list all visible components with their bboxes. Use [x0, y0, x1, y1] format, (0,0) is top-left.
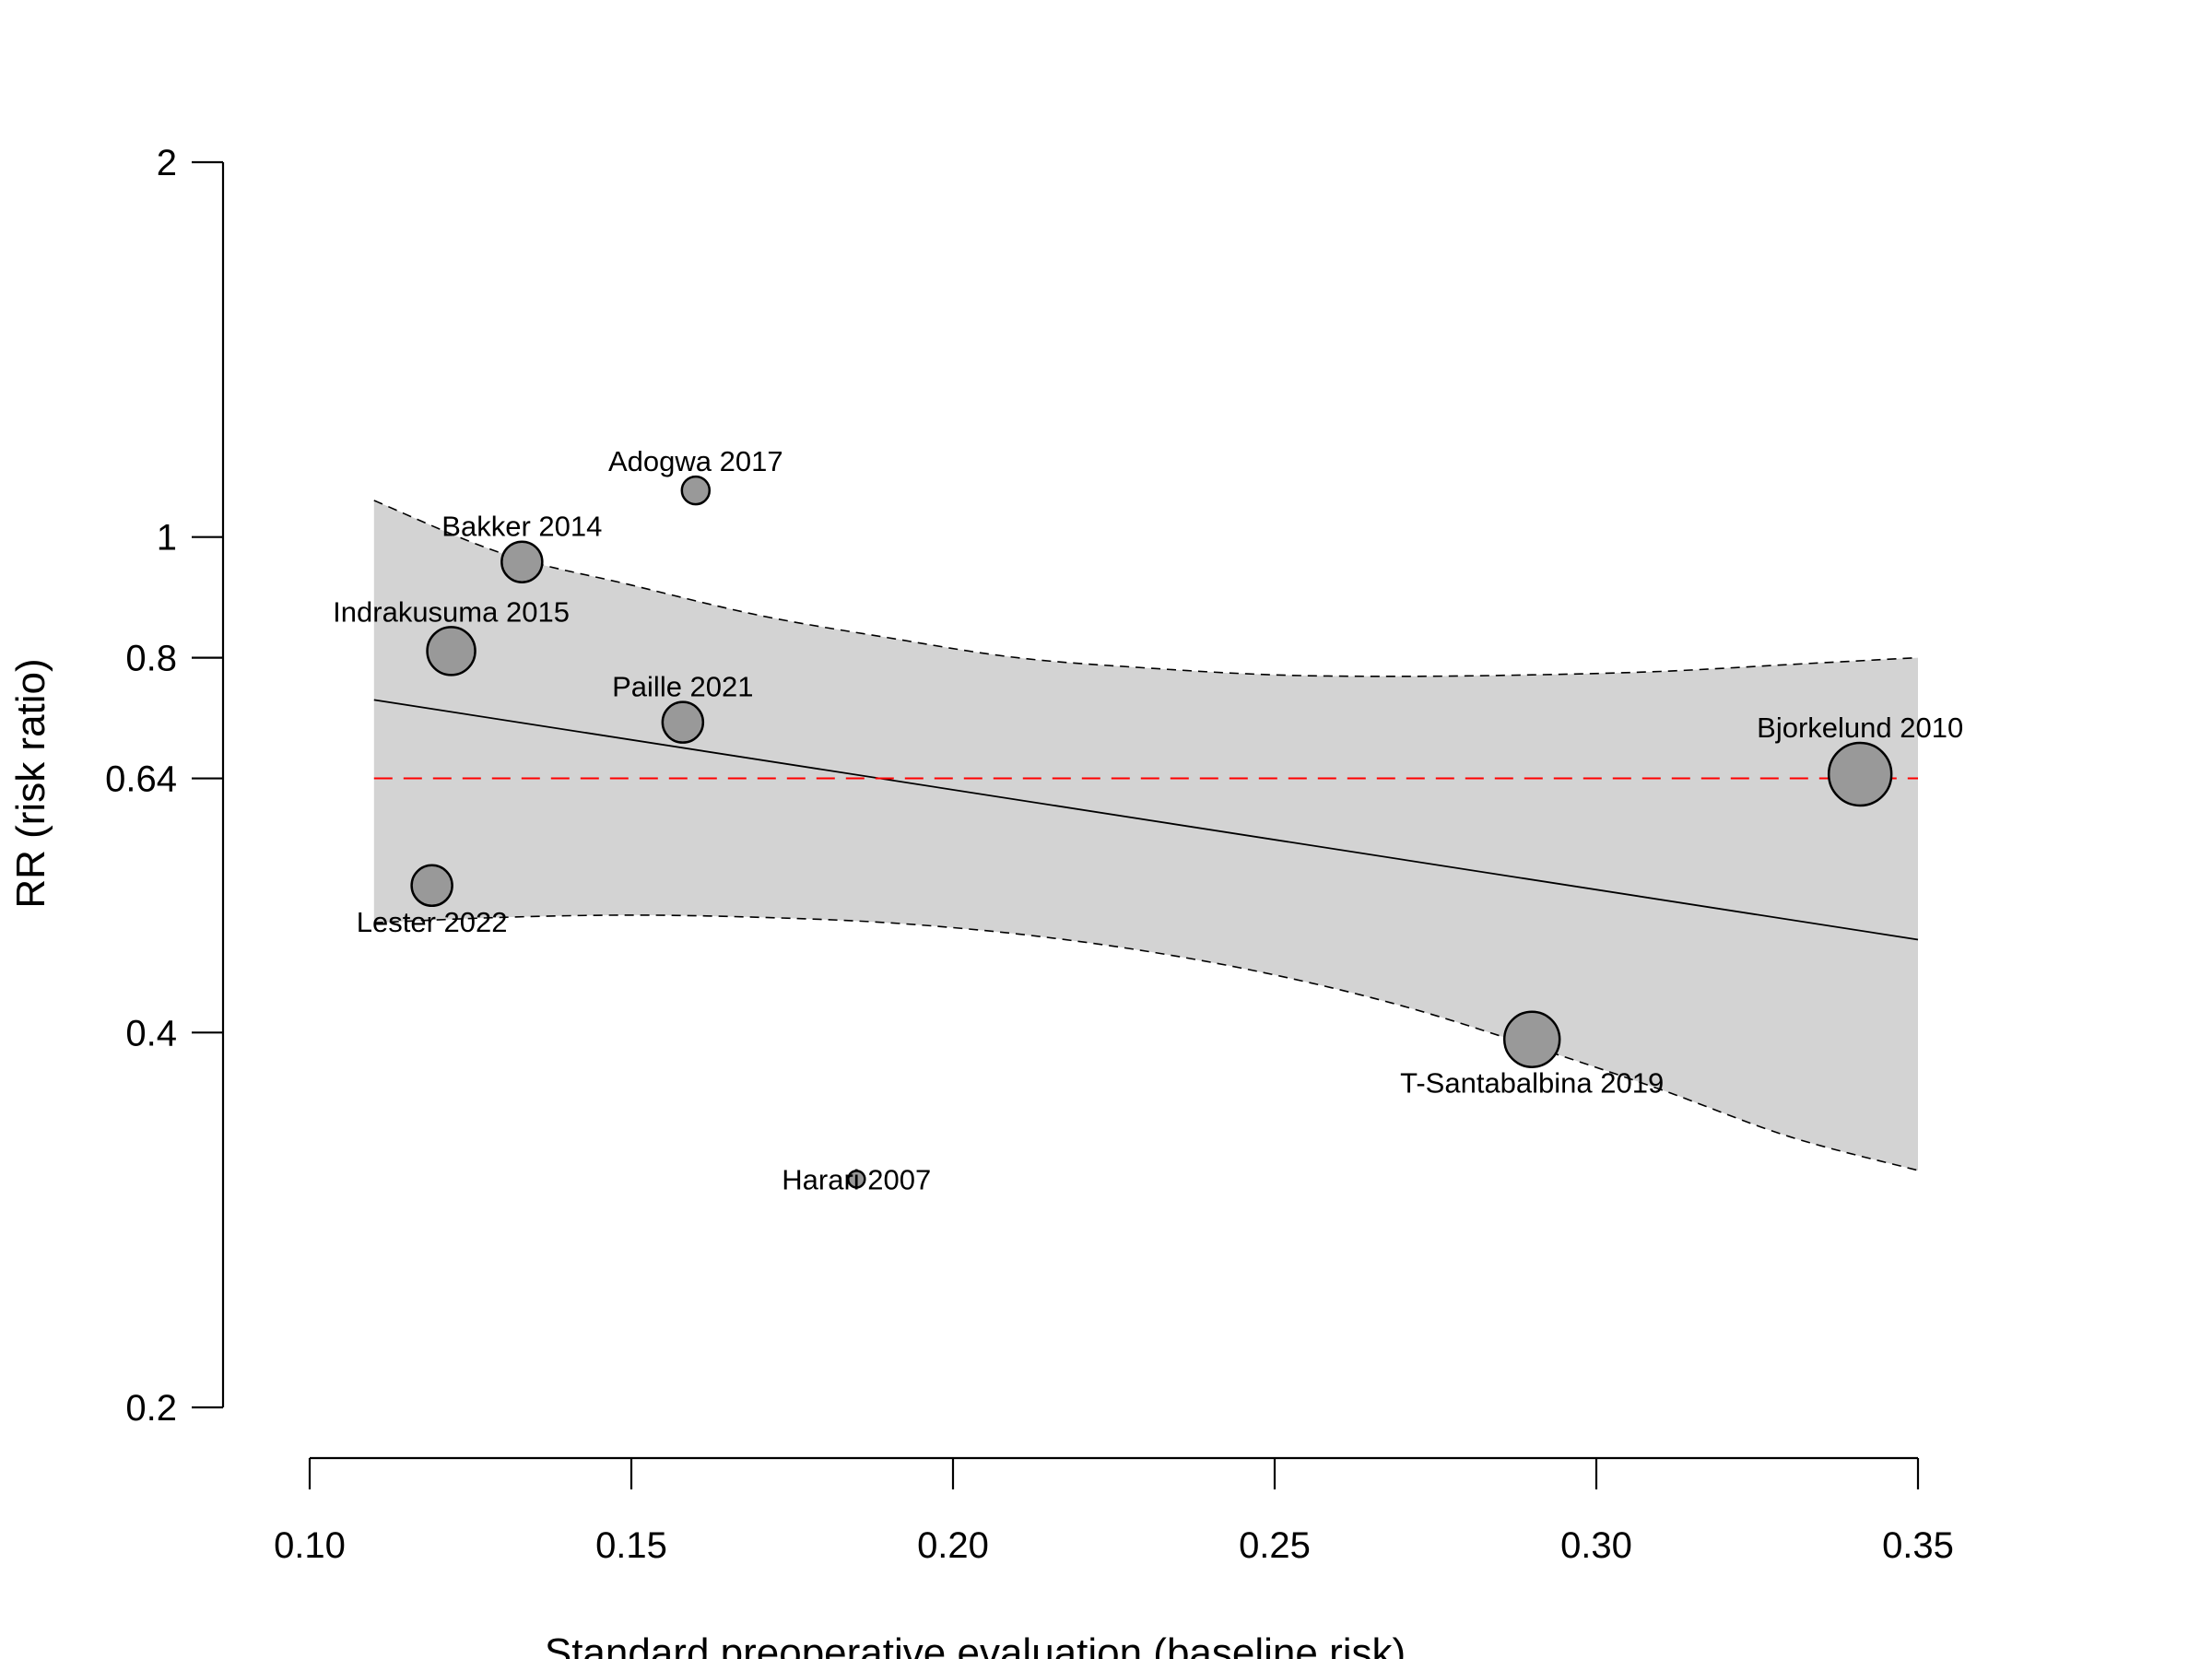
- regression-line: [373, 699, 1919, 941]
- confidence-band-lower: [373, 914, 1919, 1171]
- confidence-band-upper: [373, 500, 1919, 677]
- x-tick-label: 0.15: [595, 1525, 667, 1566]
- study-point: [500, 540, 544, 583]
- confidence-band-layer: [373, 500, 1919, 1171]
- axes-layer: 0.2 0.4 0.64 0.8 1 2 0.10 0.15 0.20 0.25 0.30 0.35: [105, 143, 1954, 1566]
- study-label: Bjorkelund 2010: [1757, 712, 1963, 744]
- study-labels-layer: Adogwa 2017 Bakker 2014 Indrakusuma 2015 Pa…: [333, 445, 1963, 1195]
- x-tick-label: 0.35: [1882, 1525, 1954, 1566]
- confidence-band: [373, 500, 1918, 1171]
- x-tick-label: 0.30: [1560, 1525, 1632, 1566]
- y-tick-label: 0.64: [105, 759, 177, 800]
- study-label: Bakker 2014: [441, 511, 602, 543]
- study-point: [680, 475, 712, 506]
- x-axis-title: Standard preoperative evaluation (baseli…: [545, 1630, 1406, 1659]
- y-tick-label: 2: [157, 143, 177, 183]
- y-tick-label: 0.2: [125, 1388, 177, 1429]
- study-label: Paille 2021: [612, 671, 753, 703]
- study-label: Indrakusuma 2015: [333, 595, 570, 628]
- study-point: [1502, 1010, 1561, 1068]
- study-point: [661, 700, 705, 744]
- y-tick-label: 0.4: [125, 1013, 177, 1053]
- lines-layer: [373, 699, 1919, 941]
- study-point: [410, 864, 453, 908]
- study-label: Lester 2022: [357, 906, 508, 938]
- x-tick-label: 0.10: [274, 1525, 346, 1566]
- x-tick-label: 0.25: [1239, 1525, 1311, 1566]
- study-label: T-Santabalbina 2019: [1400, 1067, 1664, 1100]
- y-axis-title: RR (risk ratio): [8, 658, 53, 908]
- points-layer: [410, 475, 1893, 1189]
- y-tick-label: 1: [157, 518, 177, 559]
- study-point: [426, 626, 477, 677]
- y-tick-label: 0.8: [125, 639, 177, 679]
- study-point: [1827, 741, 1893, 807]
- study-label: Adogwa 2017: [608, 445, 783, 477]
- study-point: [847, 1170, 866, 1189]
- study-label: Harari 2007: [782, 1163, 931, 1195]
- x-tick-label: 0.20: [917, 1525, 989, 1566]
